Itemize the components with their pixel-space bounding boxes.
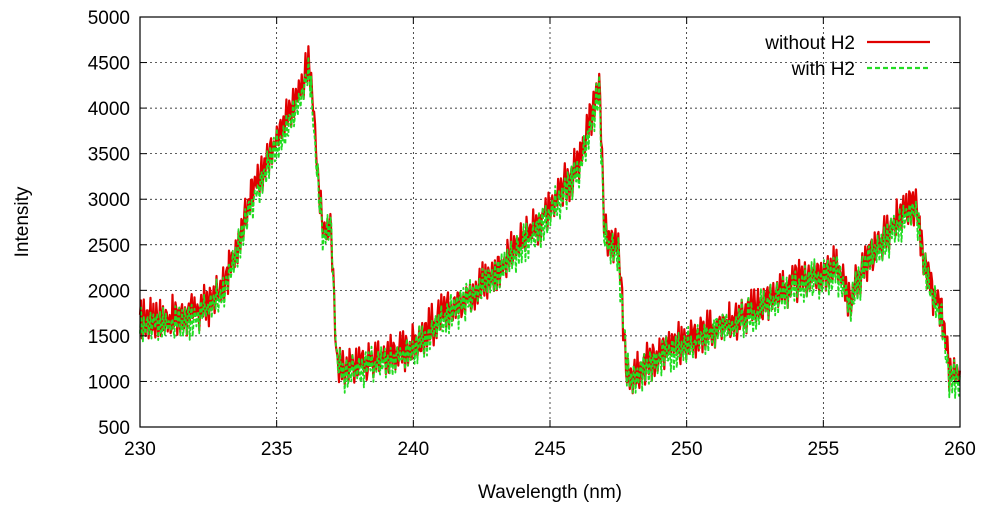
y-tick-label: 4000 bbox=[88, 99, 130, 120]
y-tick-label: 2500 bbox=[88, 236, 130, 257]
y-ticks: 500 1000 1500 2000 2500 3000 3500 4000 4500 5000 bbox=[88, 8, 960, 439]
x-ticks: 230 235 240 245 250 255 260 bbox=[124, 17, 976, 460]
x-tick-label: 255 bbox=[807, 439, 839, 460]
plot-series bbox=[138, 45, 961, 399]
y-tick-label: 5000 bbox=[88, 8, 130, 29]
y-tick-label: 4500 bbox=[88, 54, 130, 75]
legend-label: with H2 bbox=[791, 59, 855, 80]
x-tick-label: 250 bbox=[671, 439, 703, 460]
y-tick-label: 500 bbox=[98, 418, 130, 439]
x-tick-label: 260 bbox=[944, 439, 976, 460]
x-tick-label: 235 bbox=[261, 439, 293, 460]
series-line-with-h2 bbox=[139, 55, 961, 399]
y-tick-label: 1000 bbox=[88, 372, 130, 393]
legend: without H2 with H2 bbox=[764, 33, 930, 80]
y-axis-title: Intensity bbox=[12, 186, 33, 257]
x-tick-label: 245 bbox=[534, 439, 566, 460]
y-tick-label: 2000 bbox=[88, 281, 130, 302]
legend-label: without H2 bbox=[764, 33, 855, 54]
x-tick-label: 240 bbox=[397, 439, 429, 460]
y-tick-label: 3500 bbox=[88, 145, 130, 166]
y-tick-label: 1500 bbox=[88, 327, 130, 348]
y-tick-label: 3000 bbox=[88, 190, 130, 211]
x-axis-title: Wavelength (nm) bbox=[478, 482, 622, 503]
x-tick-label: 230 bbox=[124, 439, 156, 460]
